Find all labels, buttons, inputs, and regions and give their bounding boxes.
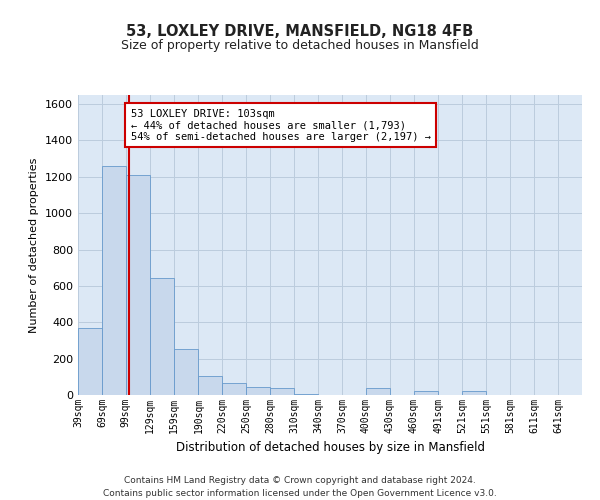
Bar [78, 328, 102, 395]
Bar [126, 175, 150, 395]
Bar [150, 278, 173, 395]
Text: 53, LOXLEY DRIVE, MANSFIELD, NG18 4FB: 53, LOXLEY DRIVE, MANSFIELD, NG18 4FB [127, 24, 473, 38]
Text: 53 LOXLEY DRIVE: 103sqm
← 44% of detached houses are smaller (1,793)
54% of semi: 53 LOXLEY DRIVE: 103sqm ← 44% of detache… [131, 108, 431, 142]
Bar [102, 166, 126, 395]
Bar [366, 388, 390, 395]
Bar [223, 383, 246, 395]
Text: Contains HM Land Registry data © Crown copyright and database right 2024.
Contai: Contains HM Land Registry data © Crown c… [103, 476, 497, 498]
Bar [463, 392, 487, 395]
Bar [199, 376, 223, 395]
Bar [246, 387, 270, 395]
Bar [173, 348, 199, 395]
X-axis label: Distribution of detached houses by size in Mansfield: Distribution of detached houses by size … [176, 442, 485, 454]
Bar [294, 394, 318, 395]
Bar [270, 388, 294, 395]
Text: Size of property relative to detached houses in Mansfield: Size of property relative to detached ho… [121, 40, 479, 52]
Bar [414, 392, 439, 395]
Y-axis label: Number of detached properties: Number of detached properties [29, 158, 40, 332]
